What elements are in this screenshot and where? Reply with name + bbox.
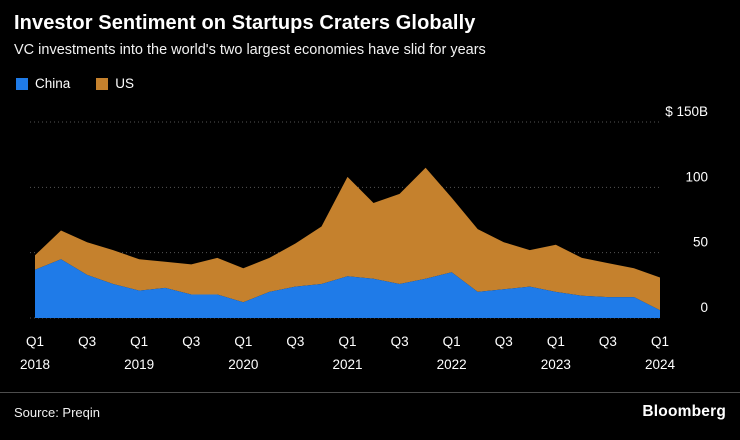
legend-label: US — [115, 76, 135, 91]
x-axis-label-quarter: Q1 — [234, 334, 252, 349]
x-axis-label-year: 2020 — [228, 357, 258, 372]
x-axis-label-quarter: Q3 — [391, 334, 409, 349]
x-axis-label-quarter: Q1 — [130, 334, 148, 349]
stacked-area-chart: 0 50 100 $ 150B Q1 2018 Q3 Q1 2019 Q3 Q1 2020 Q3 Q1 20… — [20, 104, 708, 372]
china-area — [35, 259, 660, 318]
x-axis-label-quarter: Q1 — [651, 334, 669, 349]
chart-title: Investor Sentiment on Startups Craters G… — [14, 12, 476, 34]
source-label: Source: Preqin — [14, 404, 100, 420]
y-axis-label-50: 50 — [693, 235, 708, 250]
x-axis-label-year: 2022 — [437, 357, 467, 372]
chart-footer: Source: Preqin Bloomberg — [0, 392, 740, 421]
chart-legend: China US — [16, 76, 134, 91]
legend-item-china: China — [16, 76, 70, 91]
x-axis-label-quarter: Q1 — [338, 334, 356, 349]
x-axis-label-year: 2024 — [645, 357, 676, 372]
bloomberg-logo: Bloomberg — [642, 403, 726, 420]
x-axis-label-quarter: Q3 — [599, 334, 617, 349]
x-axis-label-quarter: Q3 — [78, 334, 96, 349]
x-axis-label-quarter: Q3 — [495, 334, 513, 349]
x-axis-label-quarter: Q3 — [286, 334, 304, 349]
x-axis-label-year: 2018 — [20, 357, 50, 372]
y-axis-label-0: 0 — [700, 300, 708, 315]
y-axis-label-100: 100 — [685, 169, 708, 184]
legend-swatch-us — [96, 77, 109, 90]
x-axis-label-quarter: Q1 — [26, 334, 44, 349]
chart-subtitle: VC investments into the world's two larg… — [14, 42, 486, 58]
x-axis-label-year: 2021 — [332, 357, 362, 372]
x-axis-label-quarter: Q1 — [547, 334, 565, 349]
x-axis-label-quarter: Q3 — [182, 334, 200, 349]
us-area — [35, 167, 660, 311]
x-axis-label-year: 2023 — [541, 357, 571, 372]
x-axis-label-quarter: Q1 — [443, 334, 461, 349]
legend-label: China — [35, 76, 71, 91]
legend-swatch-china — [16, 77, 28, 90]
y-axis-label-150: $ 150B — [665, 104, 708, 119]
x-axis-label-year: 2019 — [124, 357, 154, 372]
legend-item-us: US — [96, 76, 134, 91]
